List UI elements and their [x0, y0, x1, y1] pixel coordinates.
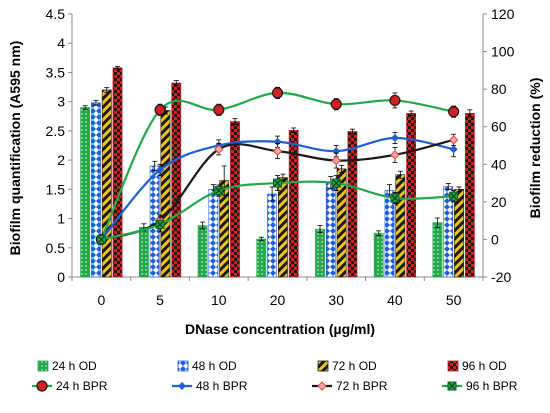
y-right-tick-label: 100: [491, 44, 515, 60]
y-left-tick-label: 1: [57, 211, 65, 227]
legend-marker: [317, 381, 327, 391]
y-right-tick-label: 60: [491, 119, 507, 135]
y-right-tick-label: 120: [491, 6, 515, 22]
bar-96-h-od: [112, 67, 123, 278]
y-left-tick-label: 1.5: [46, 181, 66, 197]
point-96-h-bpr: [156, 220, 164, 228]
legend-swatch: [177, 360, 189, 372]
x-tick-label: 5: [156, 292, 164, 308]
y-left-tick-label: 4: [57, 35, 65, 51]
x-tick-label: 30: [328, 292, 344, 308]
legend-swatch: [317, 360, 329, 372]
bar-48-h-od: [267, 193, 277, 278]
point-72-h-bpr: [390, 150, 400, 160]
point-24-h-bpr: [154, 104, 166, 116]
x-tick-label: 0: [97, 292, 105, 308]
bar-72-h-od: [395, 174, 406, 278]
legend-marker: [36, 380, 48, 392]
point-24-h-bpr: [213, 104, 225, 116]
legend-label: 48 h OD: [192, 359, 237, 373]
legend-label: 96 h BPR: [466, 379, 518, 393]
legend-swatch: [447, 360, 459, 372]
legend-label: 96 h OD: [462, 359, 507, 373]
bar-48-h-od: [325, 182, 336, 278]
point-72-h-bpr: [448, 135, 459, 145]
legend-label: 72 h OD: [332, 359, 377, 373]
point-72-h-bpr: [214, 144, 224, 154]
y-left-tick-label: 3.5: [46, 64, 66, 80]
y-right-tick-label: 80: [491, 81, 507, 97]
x-axis-label: DNase concentration (µg/ml): [185, 321, 375, 337]
point-48-h-bpr: [156, 165, 165, 174]
x-tick-label: 40: [387, 292, 403, 308]
y-right-tick-label: 0: [491, 231, 499, 247]
y-right-tick-label: -20: [491, 269, 511, 285]
bar-72-h-od: [160, 110, 171, 278]
point-48-h-bpr: [390, 133, 399, 142]
y-left-tick-label: 0.5: [46, 240, 66, 256]
bar-48-h-od: [91, 102, 101, 278]
y-axis-right-label: Biofilm reduction (%): [527, 78, 543, 219]
bar-96-h-od: [171, 82, 182, 278]
bar-96-h-od: [347, 131, 358, 278]
y-right-tick-label: 40: [491, 156, 507, 172]
legend-marker: [178, 382, 186, 390]
point-24-h-bpr: [271, 87, 284, 99]
point-96-h-bpr: [97, 236, 105, 243]
y-right-tick-label: 20: [491, 194, 507, 210]
point-24-h-bpr: [330, 98, 342, 110]
y-left-tick-label: 3: [57, 94, 65, 110]
x-tick-label: 20: [270, 292, 286, 308]
bar-24-h-od: [138, 227, 149, 278]
point-24-h-bpr: [448, 106, 460, 118]
point-96-h-bpr: [274, 179, 281, 187]
legend-label: 48 h BPR: [196, 379, 248, 393]
bar-48-h-od: [208, 189, 219, 278]
point-96-h-bpr: [332, 179, 340, 187]
bar-24-h-od: [315, 228, 325, 278]
legend-label: 72 h BPR: [336, 379, 388, 393]
x-tick-label: 10: [211, 292, 227, 308]
legend-swatch: [37, 360, 49, 372]
bar-24-h-od: [256, 238, 267, 278]
y-left-tick-label: 4.5: [46, 6, 66, 22]
legend-label: 24 h BPR: [56, 379, 108, 393]
y-left-tick-label: 2: [57, 152, 65, 168]
bar-96-h-od: [464, 113, 475, 278]
bar-72-h-od: [454, 189, 464, 278]
legend-marker: [448, 382, 456, 390]
y-axis-left-label: Biofilm quantification (A595 nm): [7, 41, 23, 256]
bar-72-h-od: [101, 89, 112, 278]
legend: 24 h OD 48 h OD 72 h OD 96 h OD 24 h BPR 48 h…: [32, 359, 518, 393]
point-24-h-bpr: [389, 94, 401, 107]
point-96-h-bpr: [215, 187, 223, 195]
bars-layer: [80, 66, 475, 278]
point-48-h-bpr: [449, 145, 458, 154]
x-tick-label: 50: [446, 292, 462, 308]
bar-24-h-od: [80, 107, 91, 278]
lines-layer: [95, 86, 460, 246]
legend-label: 24 h OD: [52, 359, 97, 373]
bar-24-h-od: [432, 222, 443, 278]
bar-72-h-od: [277, 177, 288, 278]
point-72-h-bpr: [272, 146, 283, 156]
bar-24-h-od: [197, 225, 208, 278]
y-left-tick-label: 0: [57, 269, 65, 285]
bar-24-h-od: [373, 232, 384, 278]
point-72-h-bpr: [331, 155, 341, 166]
point-96-h-bpr: [391, 194, 399, 202]
point-96-h-bpr: [450, 192, 458, 200]
labels-layer: 0 0.5 1 1.5 2 2.5 3 3.5 4 4.5 -20 0 20 40 60 80 100 120 0 5…: [46, 6, 515, 308]
y-left-tick-label: 2.5: [46, 123, 66, 139]
